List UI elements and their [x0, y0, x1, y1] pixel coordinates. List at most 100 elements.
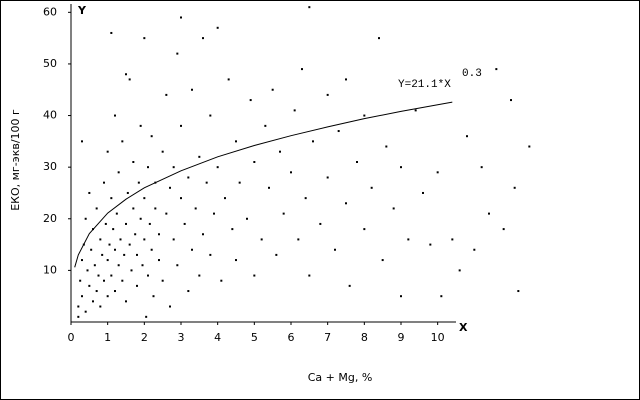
point — [480, 166, 483, 169]
point — [103, 181, 105, 184]
point — [363, 228, 366, 231]
point — [312, 140, 314, 143]
point — [81, 295, 83, 298]
point — [79, 279, 82, 282]
point — [510, 99, 512, 102]
point — [93, 264, 96, 267]
point — [137, 181, 140, 184]
point — [99, 238, 102, 241]
point — [150, 135, 153, 138]
point — [392, 207, 395, 210]
point — [110, 31, 113, 34]
point — [249, 99, 252, 102]
point — [99, 305, 102, 308]
point — [528, 145, 531, 148]
point — [400, 166, 402, 169]
point — [502, 228, 505, 231]
point — [400, 295, 402, 298]
point — [108, 243, 111, 246]
point — [150, 248, 153, 251]
point — [141, 264, 144, 267]
point — [253, 161, 256, 163]
point — [104, 222, 107, 225]
point — [213, 212, 215, 215]
point — [488, 212, 490, 215]
x-tick-label: 5 — [251, 331, 258, 344]
point — [271, 88, 274, 91]
point — [348, 284, 351, 287]
point — [216, 26, 219, 29]
point — [176, 52, 179, 55]
point — [148, 222, 151, 225]
point — [139, 124, 142, 127]
point — [114, 248, 116, 251]
point — [440, 295, 443, 298]
point — [202, 37, 204, 40]
point — [147, 166, 149, 169]
x-tick-label: 10 — [431, 331, 445, 344]
point — [209, 114, 212, 117]
point — [95, 290, 98, 293]
point — [293, 109, 296, 112]
equation: Y=21.1*X — [398, 79, 451, 91]
point — [169, 305, 171, 308]
x-axis-label: Ca + Mg, % — [308, 371, 373, 384]
point — [123, 253, 126, 256]
point — [136, 253, 138, 256]
point — [231, 228, 234, 231]
point — [77, 315, 80, 318]
point — [337, 130, 340, 133]
point — [110, 197, 113, 200]
point — [235, 140, 237, 143]
point — [308, 274, 311, 277]
point — [169, 186, 171, 189]
y-tick-label: 30 — [43, 160, 57, 173]
exponent: 0.3 — [462, 68, 482, 80]
point — [422, 191, 424, 194]
point — [304, 197, 307, 200]
point — [161, 150, 164, 153]
point — [125, 222, 127, 225]
point — [407, 238, 410, 241]
point — [282, 212, 285, 215]
point — [326, 176, 329, 179]
point — [473, 248, 476, 251]
point — [180, 197, 182, 200]
point — [158, 233, 160, 236]
point — [121, 140, 124, 143]
point — [246, 217, 248, 220]
point — [110, 274, 113, 277]
point — [84, 310, 87, 313]
point — [381, 259, 384, 262]
point — [88, 284, 91, 287]
point — [198, 274, 201, 277]
point — [152, 295, 155, 298]
point — [345, 78, 347, 81]
point — [132, 207, 135, 210]
point — [205, 181, 208, 184]
point — [158, 259, 160, 262]
point — [227, 78, 230, 81]
point — [187, 290, 190, 293]
point — [308, 6, 311, 9]
point — [130, 269, 133, 272]
x-tick-label: 2 — [141, 331, 148, 344]
point — [165, 212, 168, 215]
point — [264, 124, 267, 127]
point — [143, 37, 146, 40]
point — [92, 300, 94, 303]
x-axis-name: X — [459, 321, 468, 334]
point — [117, 264, 120, 267]
point — [126, 191, 129, 194]
point — [326, 93, 329, 96]
point — [119, 238, 122, 241]
y-tick-label: 10 — [43, 263, 57, 276]
point — [172, 166, 175, 169]
point — [114, 290, 116, 293]
point — [143, 197, 146, 200]
point — [220, 279, 223, 282]
point — [161, 279, 164, 282]
point — [275, 253, 278, 256]
x-tick-label: 4 — [214, 331, 221, 344]
